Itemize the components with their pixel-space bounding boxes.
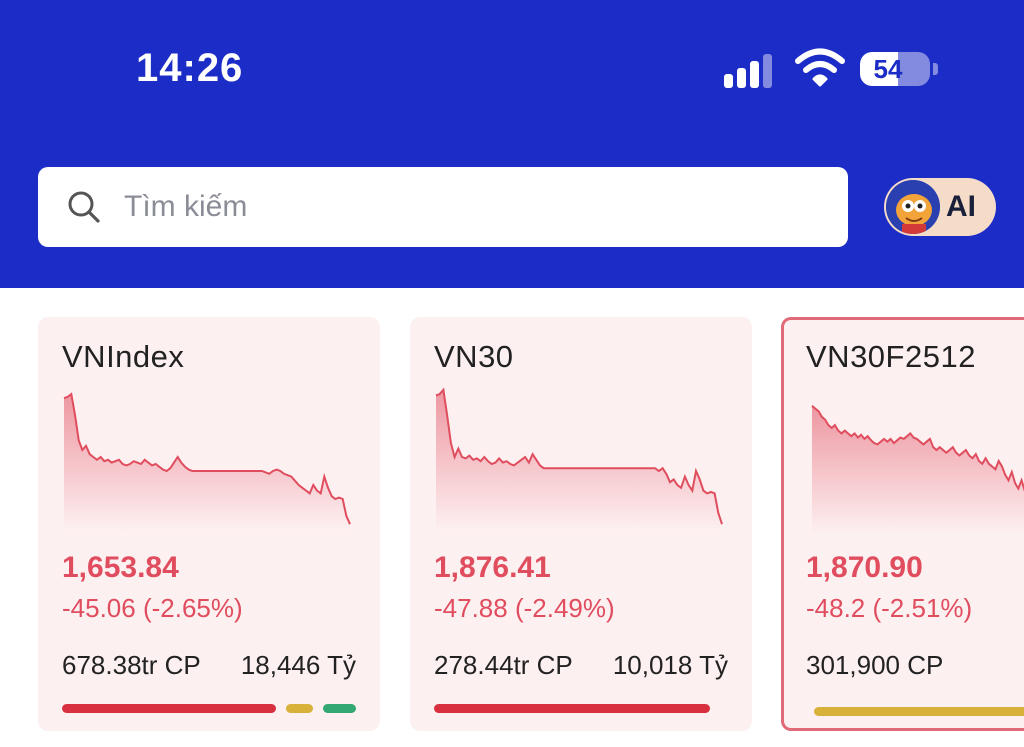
index-name: VN30F2512 [806,339,976,374]
battery-percent: 54 [873,54,903,84]
ai-button-label: AI [946,190,976,223]
top-header: 14:26 54 Tìm kiếm [0,0,1024,288]
index-name: VN30 [434,339,514,374]
index-price: 1,876.41 [434,551,551,584]
wifi-icon [795,48,845,87]
sparkline-line [435,387,723,525]
index-value: 10,018 Tỷ [612,650,728,680]
index-sparkline [435,387,723,531]
breadth-segment-ref [285,704,314,713]
index-price: 1,870.90 [806,551,923,584]
status-time: 14:26 [136,46,244,90]
index-name: VNIndex [62,339,185,374]
index-sparkline [63,392,351,531]
index-card-vn30f2512[interactable]: VN30F2512 1,870.90 -48.2 (-2.51%) 301,90… [781,317,1024,731]
index-volume: 678.38tr CP [62,650,201,680]
search-icon [68,191,100,223]
index-card-vn30[interactable]: VN30 1,876.41 -47.88 (-2.49%) 278.44tr C… [410,317,752,731]
index-sparkline [811,405,1024,534]
index-change: -47.88 (-2.49%) [434,593,615,623]
index-price: 1,653.84 [62,551,179,584]
sparkline-area [436,389,722,531]
index-volume: 278.44tr CP [434,650,573,680]
breadth-segment-down [62,704,276,713]
battery-icon: 54 [860,52,930,86]
search-bar[interactable]: Tìm kiếm [38,167,848,247]
breadth-segment-up [323,704,356,713]
sparkline-area [64,394,350,531]
search-placeholder: Tìm kiếm [124,190,248,223]
index-volume: 301,900 CP [806,650,944,680]
ai-assistant-button[interactable]: AI [884,178,996,236]
sparkline-line [811,405,1024,492]
sparkline-line [63,392,351,525]
battery-cap [933,63,938,75]
sparkline-area [812,405,1024,534]
ai-mascot-icon [886,180,940,234]
index-change: -48.2 (-2.51%) [806,593,973,623]
breadth-segment-down [434,704,710,713]
index-card-vnindex[interactable]: VNIndex 1,653.84 -45.06 (-2.65%) 678.38t… [38,317,380,731]
index-change: -45.06 (-2.65%) [62,593,243,623]
cellular-signal-icon [724,48,780,88]
index-value: 18,446 Tỷ [240,650,356,680]
status-icons: 54 [724,48,944,92]
breadth-segment-ref [814,707,1024,716]
